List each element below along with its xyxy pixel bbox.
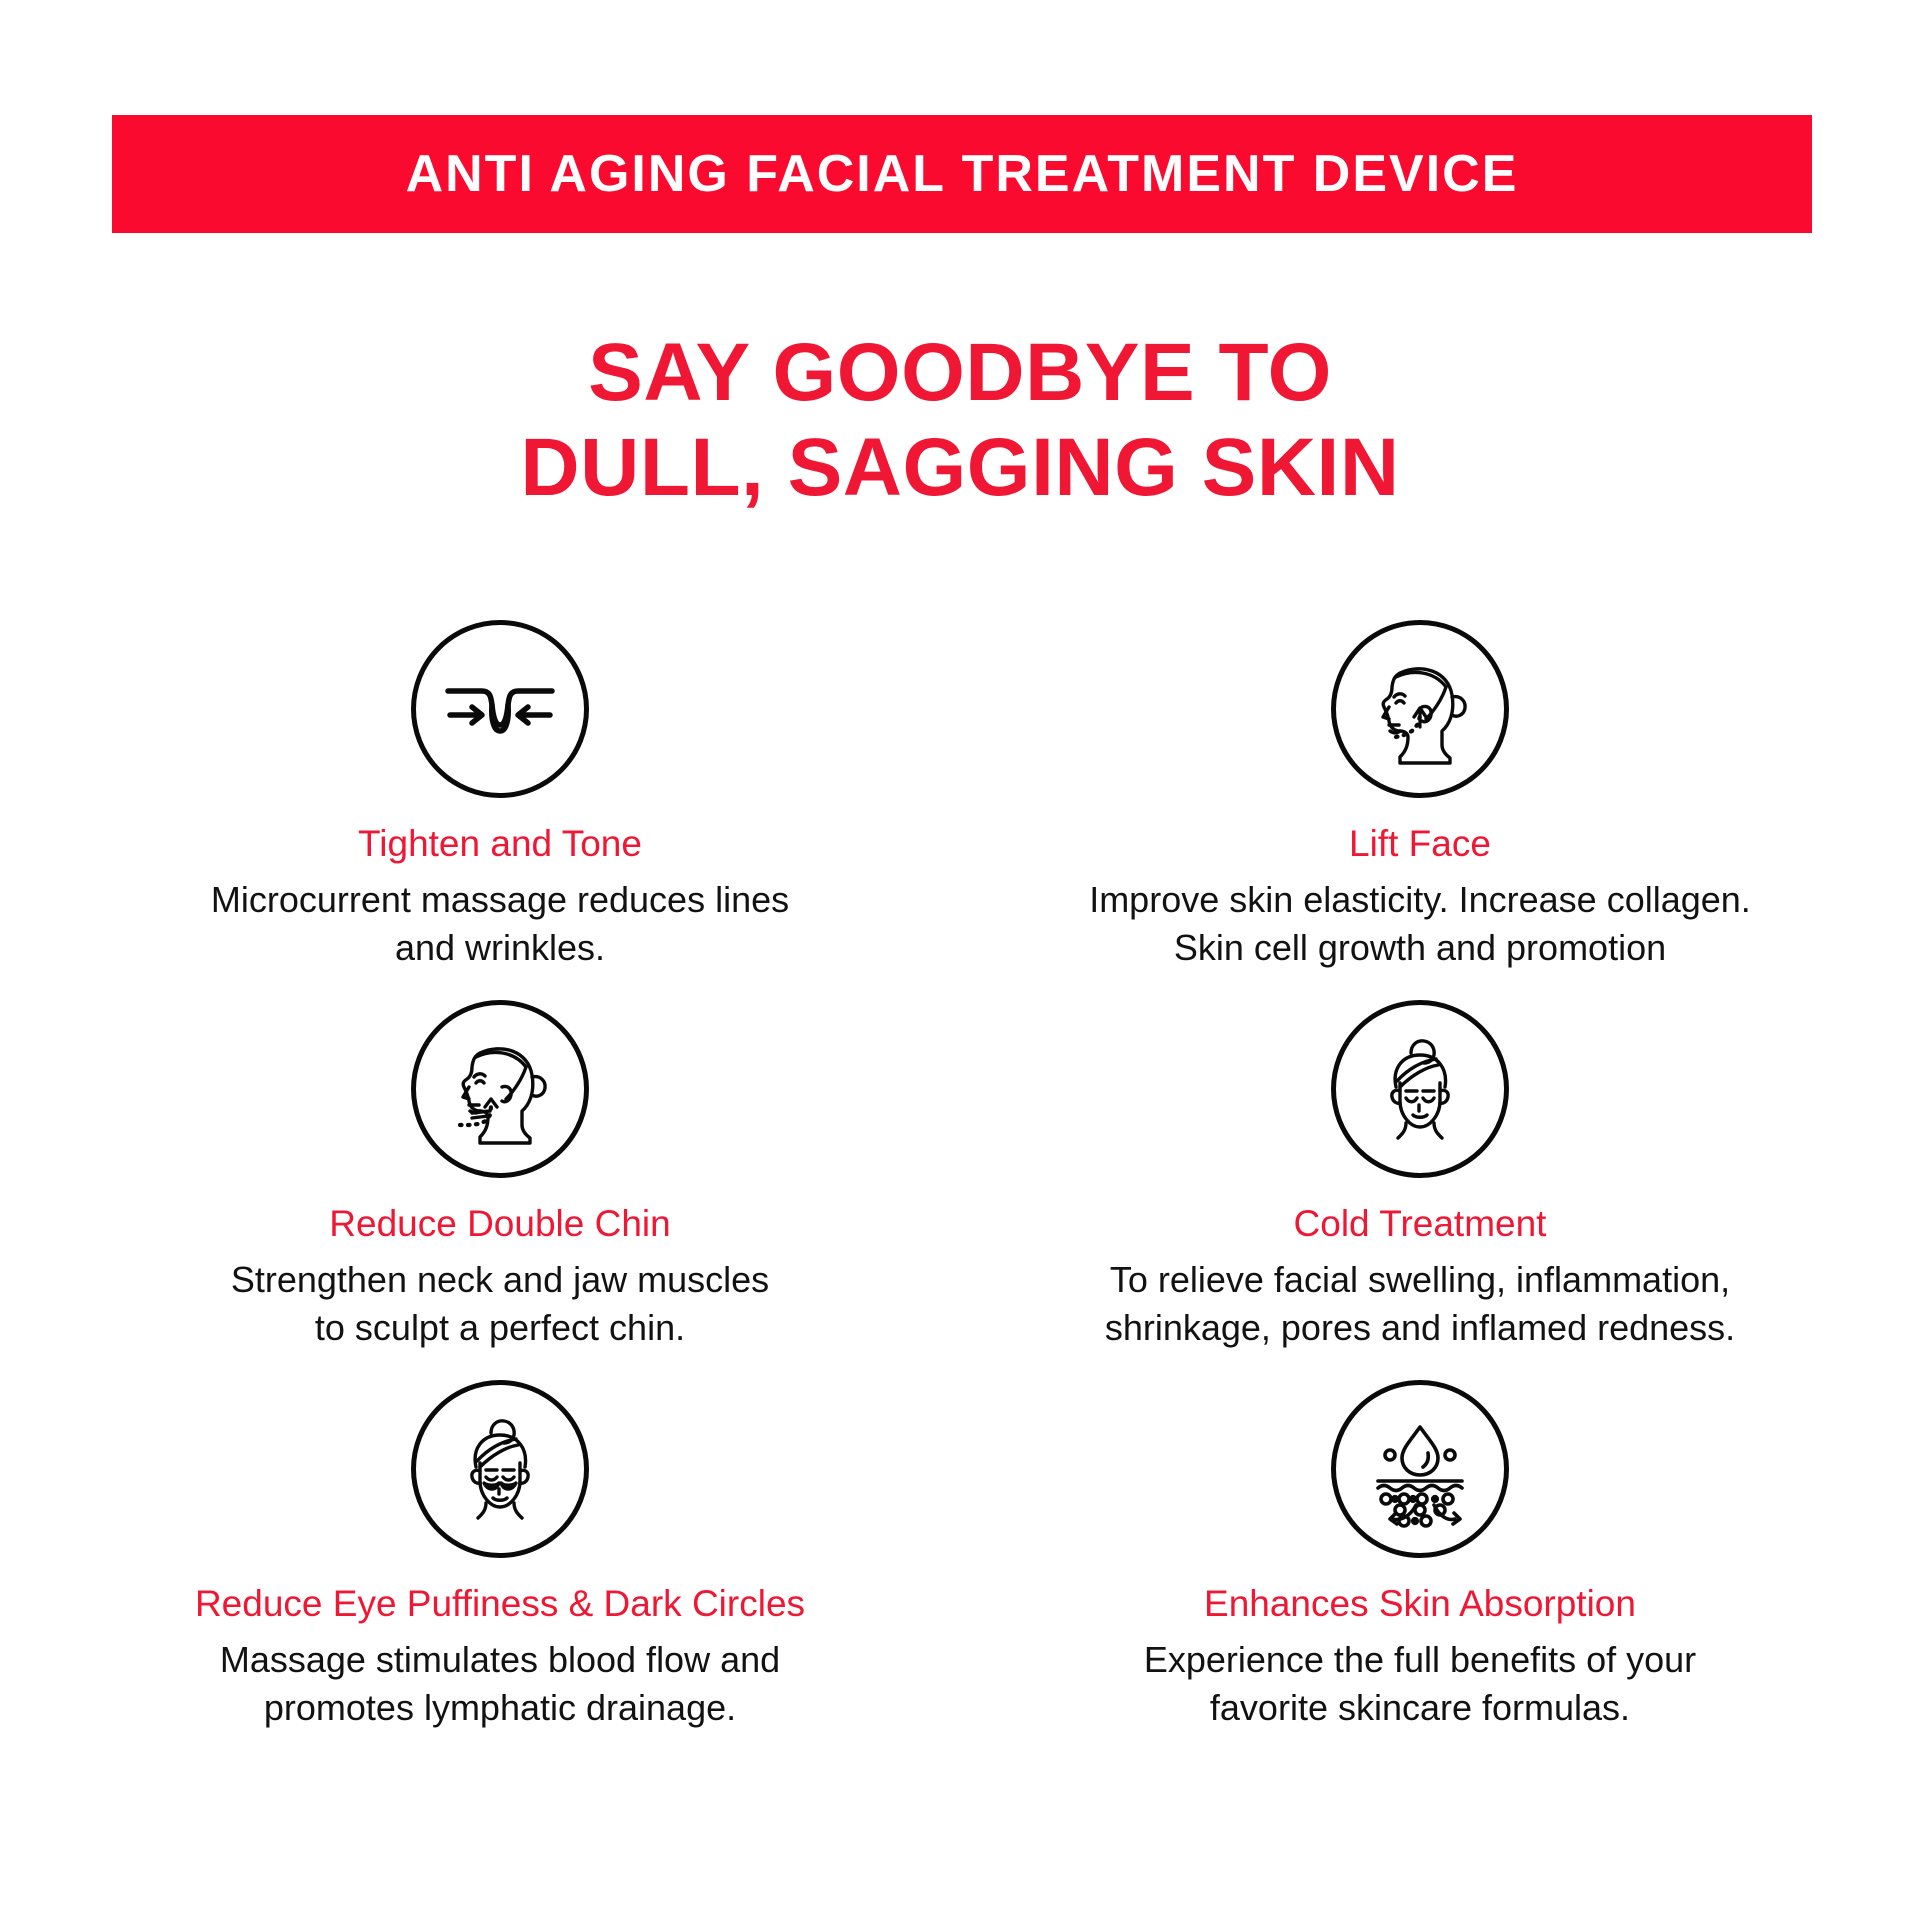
feature-title: Reduce Double Chin — [329, 1203, 671, 1245]
face-front-cooling-icon — [1331, 1000, 1509, 1179]
feature-title: Tighten and Tone — [358, 823, 642, 864]
feature-body: Microcurrent massage reduces lines and w… — [211, 876, 789, 972]
top-banner: ANTI AGING FACIAL TREATMENT DEVICE — [112, 115, 1812, 233]
feature-body: Massage stimulates blood flow and promot… — [220, 1636, 780, 1732]
feature-body-line-2: promotes lymphatic drainage. — [263, 1686, 737, 1728]
feature-body-line-1: To relieve facial swelling, inflammation… — [1109, 1258, 1731, 1300]
feature-title: Cold Treatment — [1293, 1203, 1547, 1245]
feature-body-line-2: shrinkage, pores and inflamed redness. — [1104, 1306, 1736, 1348]
droplet-skin-absorption-icon — [1331, 1380, 1509, 1559]
feature-body-line-1: Improve skin elasticity. Increase collag… — [1089, 878, 1751, 920]
feature-item-reduce-double-chin: Reduce Double Chin Strengthen neck and j… — [60, 1000, 940, 1352]
feature-body-line-1: Experience the full benefits of your — [1143, 1638, 1697, 1680]
feature-body: Strengthen neck and jaw muscles to sculp… — [231, 1256, 769, 1352]
pore-tighten-arrows-icon — [411, 620, 589, 798]
feature-item-lift-face: Lift Face Improve skin elasticity. Incre… — [980, 620, 1860, 972]
feature-body-line-1: Strengthen neck and jaw muscles — [230, 1258, 770, 1300]
feature-item-tighten-and-tone: Tighten and Tone Microcurrent massage re… — [60, 620, 940, 972]
feature-body: To relieve facial swelling, inflammation… — [1105, 1256, 1735, 1352]
feature-body-line-1: Massage stimulates blood flow and — [219, 1638, 781, 1680]
feature-body: Experience the full benefits of your fav… — [1144, 1636, 1696, 1732]
feature-body-line-2: and wrinkles. — [394, 926, 606, 968]
feature-item-cold-treatment: Cold Treatment To relieve facial swellin… — [980, 1000, 1860, 1352]
feature-title: Enhances Skin Absorption — [1204, 1583, 1636, 1625]
page-headline: SAY GOODBYE TO DULL, SAGGING SKIN — [0, 325, 1920, 515]
feature-body-line-2: Skin cell growth and promotion — [1173, 926, 1667, 968]
headline-line-1: SAY GOODBYE TO — [588, 327, 1332, 418]
feature-item-enhances-skin-absorption: Enhances Skin Absorption Experience the … — [980, 1380, 1860, 1732]
face-front-eye-patches-icon — [411, 1380, 589, 1559]
headline-line-2: DULL, SAGGING SKIN — [520, 422, 1400, 514]
feature-body-line-2: favorite skincare formulas. — [1209, 1686, 1631, 1728]
feature-title: Reduce Eye Puffiness & Dark Circles — [194, 1583, 806, 1625]
banner-title: ANTI AGING FACIAL TREATMENT DEVICE — [405, 145, 1519, 203]
feature-title: Lift Face — [1349, 823, 1491, 864]
face-profile-lift-icon — [1331, 620, 1509, 798]
feature-grid: Tighten and Tone Microcurrent massage re… — [60, 620, 1860, 1732]
feature-body-line-1: Microcurrent massage reduces lines — [210, 878, 790, 920]
face-profile-chin-icon — [411, 1000, 589, 1179]
feature-body-line-2: to sculpt a perfect chin. — [314, 1306, 686, 1348]
feature-item-reduce-eye-puffiness: Reduce Eye Puffiness & Dark Circles Mass… — [60, 1380, 940, 1732]
feature-body: Improve skin elasticity. Increase collag… — [1089, 876, 1751, 972]
